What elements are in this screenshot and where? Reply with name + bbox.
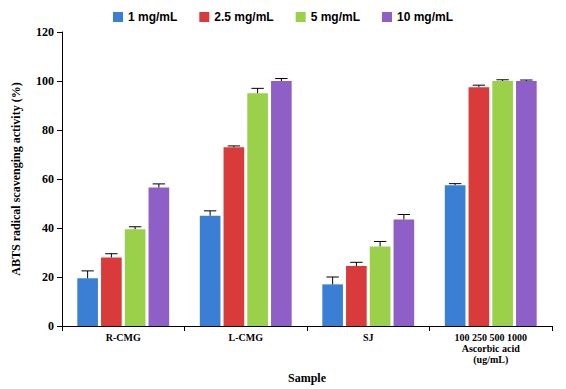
svg-text:100 250 500 1000: 100 250 500 1000 (455, 332, 528, 343)
svg-text:2.5 mg/mL: 2.5 mg/mL (214, 10, 273, 24)
svg-text:10 mg/mL: 10 mg/mL (397, 10, 453, 24)
svg-text:(ug/mL): (ug/mL) (473, 354, 508, 366)
svg-text:1 mg/mL: 1 mg/mL (128, 10, 177, 24)
svg-text:SJ: SJ (363, 332, 374, 343)
svg-text:5 mg/mL: 5 mg/mL (311, 10, 360, 24)
svg-text:100: 100 (36, 74, 54, 88)
svg-text:40: 40 (42, 221, 54, 235)
svg-text:ABTS radical scavenging activi: ABTS radical scavenging activity (%) (9, 82, 23, 275)
svg-text:Ascorbic acid: Ascorbic acid (462, 343, 520, 354)
svg-text:L-CMG: L-CMG (229, 332, 264, 343)
svg-text:60: 60 (42, 172, 54, 186)
svg-text:80: 80 (42, 123, 54, 137)
svg-text:Sample: Sample (288, 371, 327, 385)
svg-text:120: 120 (36, 25, 54, 39)
svg-text:0: 0 (48, 319, 54, 333)
svg-text:20: 20 (42, 270, 54, 284)
svg-text:R-CMG: R-CMG (106, 332, 141, 343)
